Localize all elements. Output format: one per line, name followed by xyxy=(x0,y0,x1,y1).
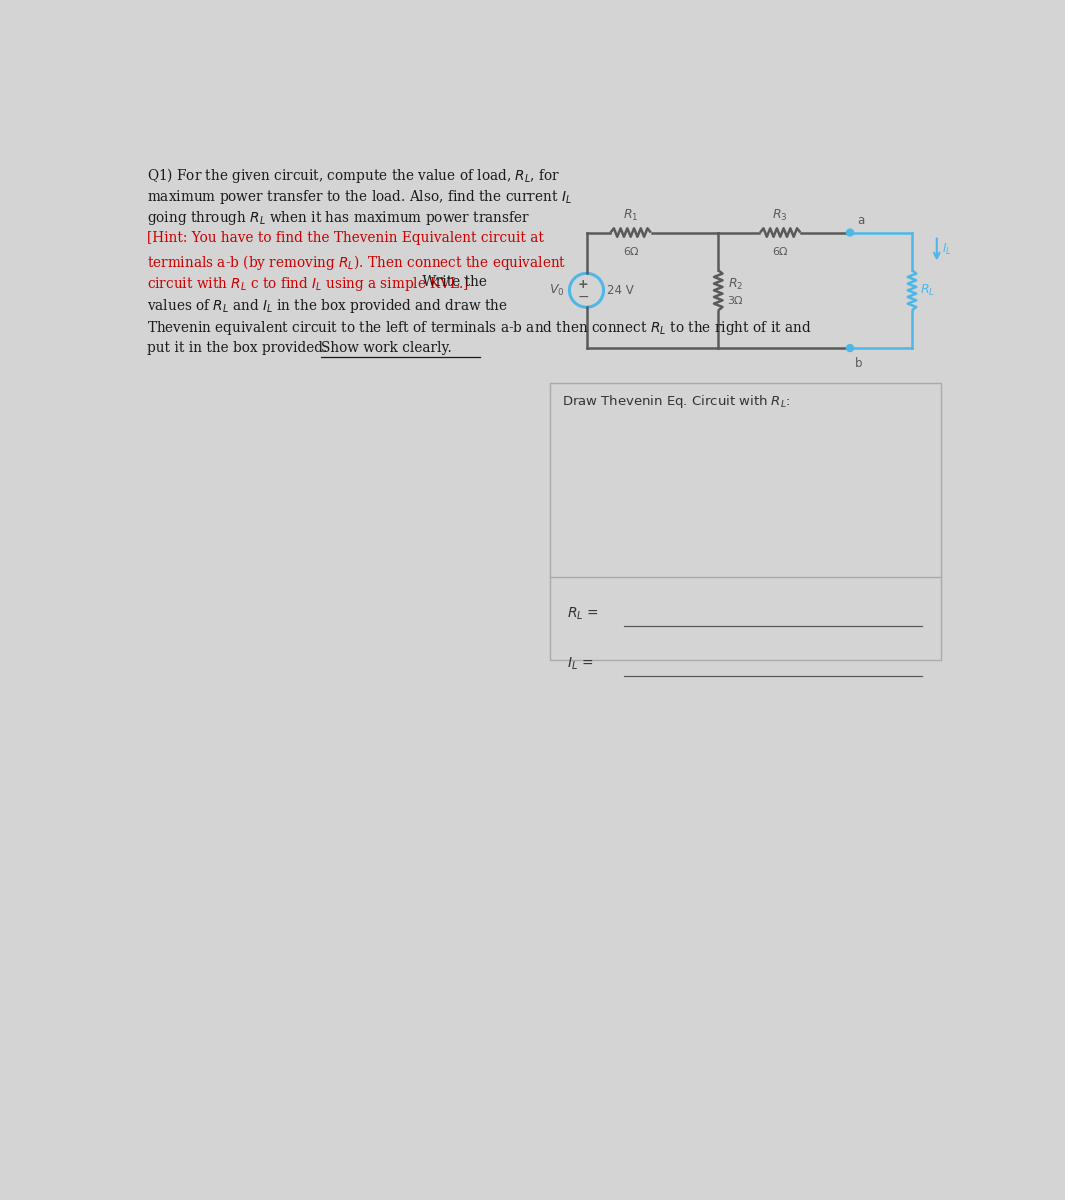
Text: values of $R_L$ and $I_L$ in the box provided and draw the: values of $R_L$ and $I_L$ in the box pro… xyxy=(147,298,508,316)
Text: circuit with $R_L$ c to find $I_L$ using a simple KVL.]: circuit with $R_L$ c to find $I_L$ using… xyxy=(147,275,470,293)
Circle shape xyxy=(847,229,853,236)
Text: Q1) For the given circuit, compute the value of load, $R_L$, for: Q1) For the given circuit, compute the v… xyxy=(147,166,560,185)
Text: going through $R_L$ when it has maximum power transfer: going through $R_L$ when it has maximum … xyxy=(147,210,530,228)
Text: maximum power transfer to the load. Also, find the current $I_L$: maximum power transfer to the load. Also… xyxy=(147,187,572,205)
Text: −: − xyxy=(577,290,589,305)
Text: +: + xyxy=(578,278,589,292)
Text: $I_L$ =: $I_L$ = xyxy=(568,655,593,672)
Text: put it in the box provided.: put it in the box provided. xyxy=(147,341,331,355)
Text: 3Ω: 3Ω xyxy=(727,296,743,306)
Text: b: b xyxy=(854,356,863,370)
Text: [Hint: You have to find the Thevenin Equivalent circuit at: [Hint: You have to find the Thevenin Equ… xyxy=(147,232,544,245)
Text: $R_1$: $R_1$ xyxy=(623,208,638,222)
Text: $I_L$: $I_L$ xyxy=(943,242,952,257)
Text: Thevenin equivalent circuit to the left of terminals a-b and then connect $R_L$ : Thevenin equivalent circuit to the left … xyxy=(147,319,812,337)
Text: a: a xyxy=(857,214,864,227)
Text: $R_2$: $R_2$ xyxy=(727,276,743,292)
Text: $R_L$ =: $R_L$ = xyxy=(568,606,600,622)
Text: 6Ω: 6Ω xyxy=(772,247,788,257)
Text: 24 V: 24 V xyxy=(607,284,634,296)
Bar xyxy=(551,383,941,660)
Text: $R_3$: $R_3$ xyxy=(772,208,788,222)
Text: Write the: Write the xyxy=(419,275,487,289)
Text: Show work clearly.: Show work clearly. xyxy=(321,341,452,355)
Text: $V_0$: $V_0$ xyxy=(550,283,564,298)
Text: Draw Thevenin Eq. Circuit with $R_L$:: Draw Thevenin Eq. Circuit with $R_L$: xyxy=(561,392,790,409)
Text: terminals a-b (by removing $R_L$). Then connect the equivalent: terminals a-b (by removing $R_L$). Then … xyxy=(147,253,567,272)
Circle shape xyxy=(847,344,853,352)
Text: $R_L$: $R_L$ xyxy=(920,283,935,298)
Text: 6Ω: 6Ω xyxy=(623,247,638,257)
